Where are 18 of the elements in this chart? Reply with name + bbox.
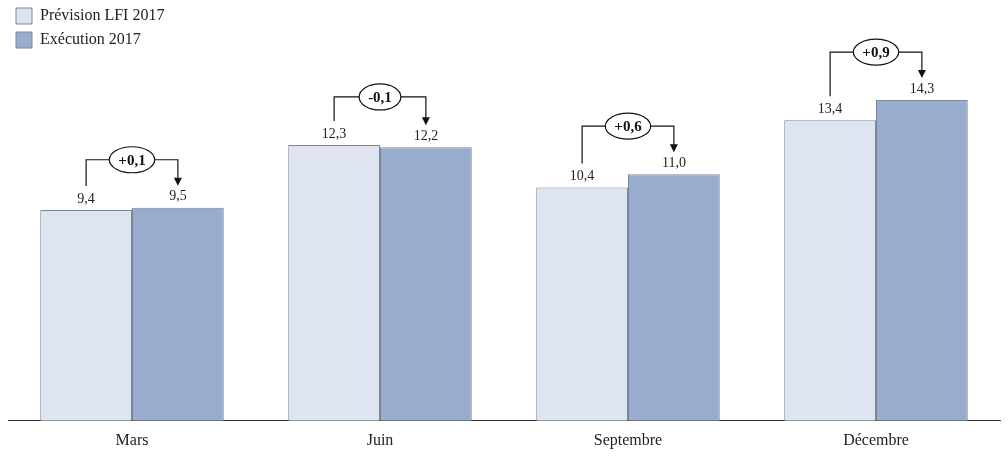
legend-label: Exécution 2017: [40, 30, 141, 48]
x-tick-label: Juin: [366, 430, 394, 448]
text: +0,9: [862, 44, 890, 60]
data-label: 10,4: [569, 168, 595, 184]
data-label: 12,3: [321, 125, 347, 141]
annotation: +0,6: [614, 118, 643, 134]
x-tick-label: Décembre: [843, 430, 909, 448]
data-label: 9,4: [77, 190, 95, 206]
data-label: 13,4: [817, 100, 843, 116]
data-label: 14,3: [909, 80, 935, 96]
data-label: 12,2: [413, 127, 439, 143]
annotation: -0,1: [368, 88, 392, 105]
annotation: +0,1: [118, 151, 146, 168]
legend-label: Prévision LFI 2017: [40, 6, 165, 24]
data-label: 11,0: [661, 154, 686, 170]
x-tick-label: Septembre: [593, 430, 663, 449]
x-tick-label: Mars: [115, 430, 149, 448]
data-label: 9,5: [169, 188, 187, 204]
